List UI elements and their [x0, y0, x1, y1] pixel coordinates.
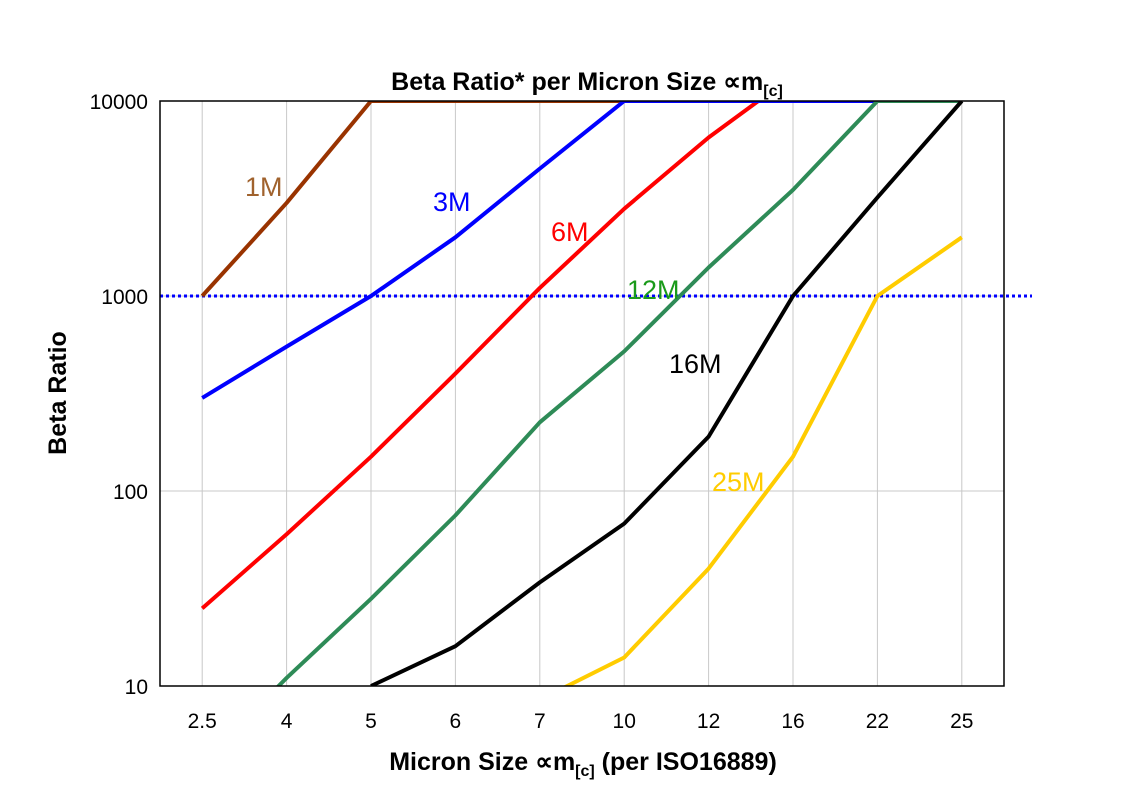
series-line-6M — [200, 101, 762, 610]
x-tick-label: 12 — [697, 710, 720, 733]
x-tick-label: 7 — [534, 710, 546, 733]
y-tick-label: 100 — [113, 481, 148, 504]
x-tick-label: 10 — [613, 710, 636, 733]
x-tick-label: 2.5 — [188, 710, 217, 733]
x-tick-label: 6 — [450, 710, 462, 733]
x-tick-label: 22 — [866, 710, 889, 733]
series-line-3M — [201, 101, 878, 400]
y-axis-label: Beta Ratio — [44, 331, 72, 455]
series-line-1M — [200, 101, 625, 298]
x-tick-label: 4 — [281, 710, 293, 733]
series-label-1M: 1M — [245, 172, 283, 202]
series-label-6M: 6M — [551, 217, 589, 247]
series-label-3M: 3M — [433, 187, 471, 217]
series-label-25M: 25M — [712, 467, 765, 497]
series-line-12M — [275, 101, 962, 686]
x-axis-label: Micron Size ∝m[c] (per ISO16889) — [389, 748, 777, 780]
series-line-25M — [562, 235, 963, 686]
series-label-12M: 12M — [627, 275, 680, 305]
plot-frame — [159, 100, 1005, 687]
x-tick-label: 5 — [365, 710, 377, 733]
y-tick-label: 10000 — [90, 91, 148, 114]
y-tick-label: 1000 — [101, 286, 148, 309]
chart-title: Beta Ratio* per Micron Size ∝m[c] — [391, 68, 783, 100]
x-tick-label: 25 — [950, 710, 973, 733]
series-label-16M: 16M — [669, 349, 722, 379]
y-tick-label: 10 — [125, 676, 148, 699]
x-tick-label: 16 — [781, 710, 804, 733]
series-line-16M — [370, 101, 964, 686]
